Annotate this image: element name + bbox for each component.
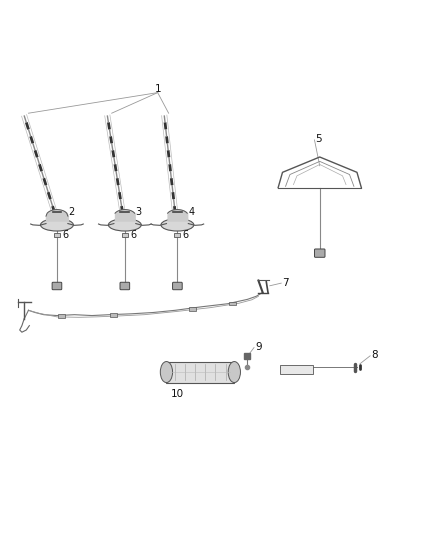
Ellipse shape — [160, 361, 173, 383]
Ellipse shape — [108, 219, 141, 231]
FancyBboxPatch shape — [314, 249, 325, 257]
Text: 2: 2 — [68, 207, 74, 217]
Text: 10: 10 — [171, 389, 184, 399]
Text: 9: 9 — [255, 342, 262, 352]
Text: 6: 6 — [130, 230, 136, 240]
Ellipse shape — [40, 219, 74, 231]
Text: 6: 6 — [183, 230, 189, 240]
Polygon shape — [229, 302, 236, 305]
Text: 3: 3 — [136, 207, 142, 217]
Polygon shape — [110, 313, 117, 317]
FancyBboxPatch shape — [173, 282, 182, 290]
Text: 5: 5 — [315, 134, 322, 144]
FancyBboxPatch shape — [52, 282, 62, 290]
FancyBboxPatch shape — [280, 366, 313, 374]
FancyBboxPatch shape — [174, 233, 180, 237]
Text: 6: 6 — [62, 230, 68, 240]
Bar — [166, 361, 234, 383]
FancyBboxPatch shape — [54, 233, 60, 237]
Polygon shape — [189, 307, 196, 311]
FancyBboxPatch shape — [120, 282, 130, 290]
Text: 7: 7 — [283, 278, 289, 288]
Ellipse shape — [161, 219, 194, 231]
FancyBboxPatch shape — [122, 233, 128, 237]
Text: 8: 8 — [371, 350, 378, 360]
Text: 1: 1 — [154, 84, 161, 94]
Polygon shape — [58, 314, 65, 318]
Text: 4: 4 — [188, 207, 194, 217]
Ellipse shape — [228, 361, 240, 383]
